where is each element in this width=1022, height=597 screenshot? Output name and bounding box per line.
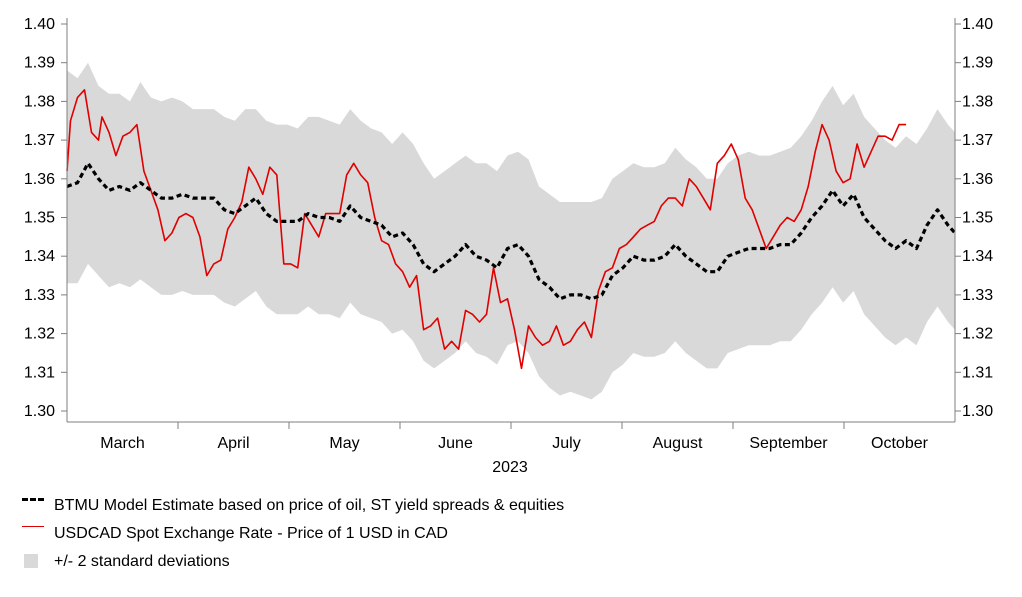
- legend-swatch-line: [22, 526, 48, 542]
- y-tick-label: 1.33: [962, 287, 993, 304]
- y-tick-label: 1.32: [24, 326, 55, 343]
- x-tick-label: September: [749, 435, 828, 452]
- y-tick-label: 1.35: [24, 210, 55, 227]
- legend-item-model: BTMU Model Estimate based on price of oi…: [22, 492, 564, 520]
- y-tick-label: 1.35: [962, 210, 993, 227]
- legend-label-spot: USDCAD Spot Exchange Rate - Price of 1 U…: [54, 525, 448, 542]
- legend-label-model: BTMU Model Estimate based on price of oi…: [54, 497, 565, 514]
- x-tick-label: July: [552, 435, 580, 452]
- model-line: [66, 161, 957, 301]
- plot-axes: [61, 18, 961, 429]
- legend-item-spot: USDCAD Spot Exchange Rate - Price of 1 U…: [22, 520, 564, 548]
- x-tick-label: March: [100, 435, 144, 452]
- y-tick-label: 1.36: [962, 171, 993, 188]
- y-tick-label: 1.39: [962, 55, 993, 72]
- y-tick-label: 1.34: [24, 248, 55, 265]
- y-tick-label: 1.40: [24, 16, 55, 33]
- y-tick-label: 1.38: [962, 93, 993, 110]
- y-tick-label: 1.31: [24, 364, 55, 381]
- std-dev-band-area: [67, 62, 955, 400]
- y-tick-label: 1.34: [962, 248, 993, 265]
- spot-line: [66, 89, 907, 370]
- y-tick-label: 1.36: [24, 171, 55, 188]
- spot-series: [66, 89, 907, 370]
- x-axis-year-label: 2023: [492, 459, 528, 476]
- x-tick-label: May: [329, 435, 359, 452]
- y-tick-label: 1.37: [24, 132, 55, 149]
- x-axis-labels: March April May June July August September Octo…: [100, 435, 928, 452]
- std-dev-band: [67, 62, 955, 400]
- x-tick-label: October: [871, 435, 929, 452]
- x-tick-label: August: [653, 435, 703, 452]
- y-tick-label: 1.31: [962, 364, 993, 381]
- x-tick-label: April: [217, 435, 249, 452]
- legend: BTMU Model Estimate based on price of oi…: [22, 492, 564, 576]
- x-tick-label: June: [438, 435, 473, 452]
- y-axis-right-labels: 1.30 1.31 1.32 1.33 1.34 1.35 1.36 1.37 1.38 1.39…: [962, 16, 993, 420]
- y-tick-label: 1.32: [962, 326, 993, 343]
- legend-item-band: +/- 2 standard deviations: [22, 548, 564, 576]
- y-tick-label: 1.38: [24, 93, 55, 110]
- legend-label-band: +/- 2 standard deviations: [54, 553, 230, 570]
- y-tick-label: 1.37: [962, 132, 993, 149]
- y-axis-left-labels: 1.30 1.31 1.32 1.33 1.34 1.35 1.36 1.37 1.38 1.39…: [24, 16, 55, 420]
- legend-swatch-dashed: [22, 498, 48, 514]
- y-tick-label: 1.30: [24, 403, 55, 420]
- model-series: [66, 161, 957, 301]
- y-tick-label: 1.33: [24, 287, 55, 304]
- y-tick-label: 1.40: [962, 16, 993, 33]
- legend-swatch-band: [22, 554, 48, 570]
- y-tick-label: 1.39: [24, 55, 55, 72]
- y-tick-label: 1.30: [962, 403, 993, 420]
